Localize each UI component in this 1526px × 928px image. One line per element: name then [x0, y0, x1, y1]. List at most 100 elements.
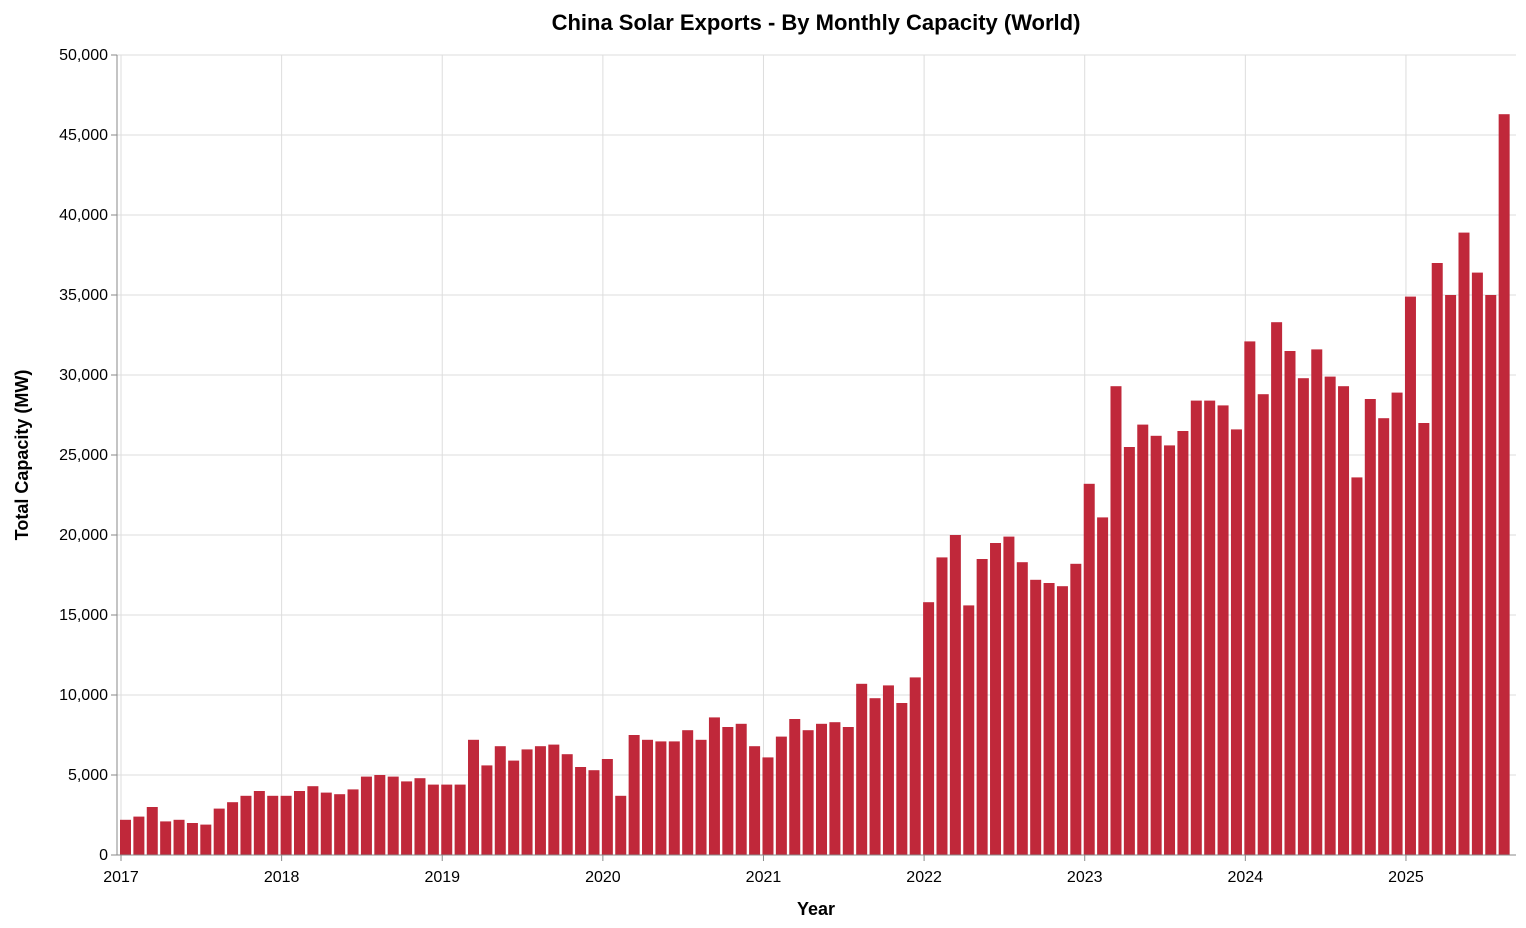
y-tick-label: 20,000: [59, 527, 108, 544]
bar: [401, 781, 413, 855]
bar: [1190, 400, 1202, 855]
bar: [1485, 295, 1497, 855]
y-tick-label: 50,000: [59, 47, 108, 64]
bar: [1311, 349, 1323, 855]
bar: [655, 741, 667, 855]
bar: [186, 823, 198, 855]
chart-title: China Solar Exports - By Monthly Capacit…: [552, 10, 1081, 35]
bar: [1271, 322, 1283, 855]
bar: [990, 543, 1002, 855]
bar: [923, 602, 935, 855]
y-tick-label: 10,000: [59, 687, 108, 704]
x-tick-label: 2024: [1228, 869, 1264, 886]
bar: [1043, 583, 1055, 855]
bar: [735, 723, 747, 855]
bar: [1498, 114, 1510, 855]
bar: [1351, 477, 1363, 855]
bar: [949, 535, 961, 855]
bar: [468, 739, 480, 855]
bar: [1297, 378, 1309, 855]
bar: [1164, 445, 1176, 855]
bar: [454, 784, 466, 855]
bar: [1458, 232, 1470, 856]
bar: [414, 778, 426, 855]
bar: [909, 677, 921, 855]
bar: [561, 754, 573, 855]
bar: [1391, 392, 1403, 855]
bar: [213, 808, 225, 855]
bar: [1070, 563, 1082, 855]
x-tick-label: 2020: [585, 869, 621, 886]
bar: [856, 683, 868, 855]
bar: [1204, 400, 1216, 855]
bar: [1097, 517, 1109, 855]
bar: [1150, 435, 1162, 855]
x-tick-label: 2025: [1388, 869, 1424, 886]
bar: [628, 735, 640, 855]
y-tick-label: 15,000: [59, 607, 108, 624]
bar: [1257, 394, 1269, 855]
bar: [1364, 399, 1376, 855]
bar: [1177, 431, 1189, 855]
bar: [240, 795, 252, 855]
y-tick-label: 0: [99, 847, 108, 864]
bar: [160, 821, 172, 855]
gridlines: [117, 54, 1516, 856]
bar: [320, 792, 332, 855]
bar: [1230, 429, 1242, 855]
bar: [387, 776, 399, 855]
bar: [1123, 447, 1135, 855]
axes: 0 5,000 10,000 15,000 20,000 25,000 30,000 35,0…: [59, 47, 1516, 886]
bar: [682, 730, 694, 855]
bar: [695, 739, 707, 855]
bar: [1284, 351, 1296, 855]
x-tick-label: 2018: [264, 869, 300, 886]
bar: [816, 723, 828, 855]
y-tick-label: 40,000: [59, 207, 108, 224]
bar: [1137, 424, 1149, 855]
bar: [173, 819, 185, 855]
bar: [1217, 405, 1229, 855]
bar: [896, 703, 908, 855]
x-tick-label: 2022: [906, 869, 942, 886]
bar: [374, 775, 386, 855]
x-axis-title: Year: [797, 899, 835, 919]
bar: [789, 719, 801, 855]
bar: [441, 784, 453, 855]
bar: [1378, 418, 1390, 855]
bar: [1404, 296, 1416, 856]
bar: [829, 722, 841, 855]
bar: [762, 757, 774, 855]
bar: [1324, 376, 1336, 855]
bar: [481, 765, 493, 855]
bar: [1471, 272, 1483, 856]
y-tick-label: 35,000: [59, 287, 108, 304]
bar: [1056, 586, 1068, 855]
bars: [120, 114, 1510, 856]
bar: [642, 739, 654, 855]
bar: [575, 767, 587, 855]
bar: [1244, 341, 1256, 855]
y-tick-label: 25,000: [59, 447, 108, 464]
bar: [548, 744, 560, 855]
bar: [749, 746, 761, 855]
bar: [1110, 386, 1122, 855]
bar: [963, 605, 975, 855]
y-tick-label: 5,000: [68, 767, 108, 784]
bar: [601, 759, 613, 855]
x-tick-label: 2021: [746, 869, 782, 886]
bar: [802, 730, 814, 855]
bar: [615, 795, 627, 855]
bar: [588, 770, 600, 855]
bar: [267, 795, 279, 855]
bar: [146, 807, 158, 855]
bar: [1445, 295, 1457, 855]
bar: [427, 784, 439, 855]
bar: [775, 736, 787, 855]
bar: [869, 698, 881, 855]
bar: [521, 749, 533, 855]
bar: [708, 717, 720, 855]
bar: [360, 776, 372, 855]
bar: [842, 727, 854, 855]
